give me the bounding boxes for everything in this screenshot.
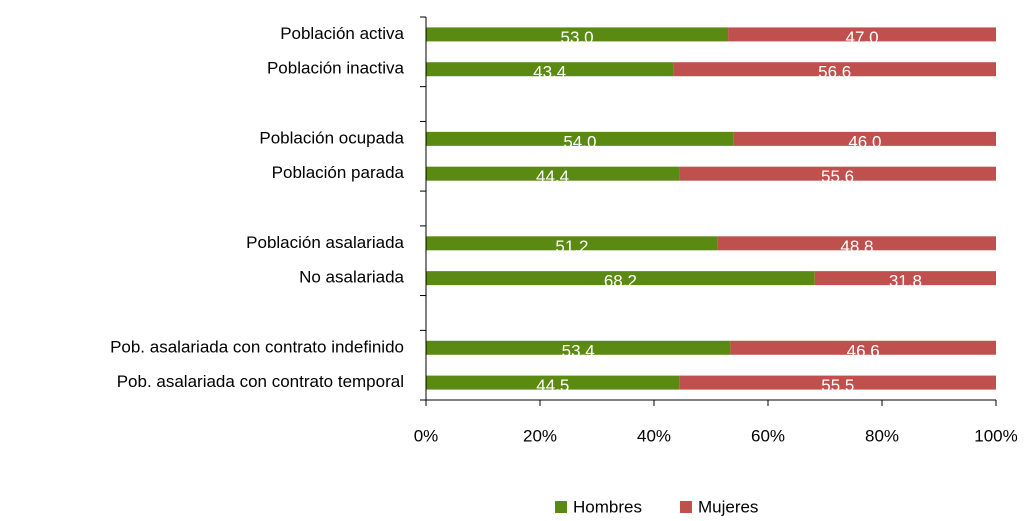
bar-segment bbox=[717, 236, 996, 251]
bar-segment bbox=[426, 27, 729, 42]
category-label: Población ocupada bbox=[259, 128, 404, 147]
data-label: 56.6 bbox=[818, 63, 851, 82]
data-label: 55.6 bbox=[821, 167, 854, 186]
bar-segment bbox=[426, 271, 815, 286]
category-label: Población parada bbox=[272, 163, 405, 182]
legend-swatch bbox=[679, 501, 692, 513]
bar-segment bbox=[673, 62, 996, 77]
bar-segment bbox=[426, 166, 680, 181]
data-label: 55.5 bbox=[821, 376, 854, 395]
x-tick-label: 20% bbox=[523, 426, 557, 445]
category-label: Población activa bbox=[280, 24, 404, 43]
bar-segment bbox=[728, 27, 996, 42]
data-label: 68.2 bbox=[604, 272, 637, 291]
category-label: Pob. asalariada con contrato indefinido bbox=[110, 337, 404, 356]
x-tick-label: 100% bbox=[974, 426, 1017, 445]
legend-swatch bbox=[555, 501, 567, 513]
data-label: 44.4 bbox=[536, 167, 569, 186]
bar-segment bbox=[426, 131, 734, 146]
data-label: 46.0 bbox=[848, 132, 881, 151]
bar-segment bbox=[426, 375, 680, 390]
x-tick-label: 60% bbox=[751, 426, 785, 445]
data-label: 53.0 bbox=[561, 28, 594, 47]
data-label: 47.0 bbox=[846, 28, 879, 47]
bar-segment bbox=[814, 271, 996, 286]
category-label: Pob. asalariada con contrato temporal bbox=[117, 372, 404, 391]
data-label: 48.8 bbox=[840, 237, 873, 256]
data-label: 46.6 bbox=[847, 341, 880, 360]
bar-segment bbox=[426, 340, 731, 355]
bar-segment bbox=[426, 62, 674, 77]
bar-segment bbox=[733, 131, 996, 146]
category-label: Población asalariada bbox=[246, 233, 404, 252]
legend-label: Hombres bbox=[573, 497, 642, 516]
data-label: 43.4 bbox=[533, 63, 566, 82]
category-label: Población inactiva bbox=[267, 59, 405, 78]
x-tick-label: 80% bbox=[865, 426, 899, 445]
x-tick-label: 0% bbox=[414, 426, 439, 445]
bar-segment bbox=[679, 166, 996, 181]
data-label: 53.4 bbox=[562, 341, 595, 360]
data-label: 54.0 bbox=[563, 132, 596, 151]
x-tick-label: 40% bbox=[637, 426, 671, 445]
data-label: 31.8 bbox=[889, 272, 922, 291]
legend-label: Mujeres bbox=[698, 497, 758, 516]
bar-segment bbox=[679, 375, 996, 390]
bar-segment bbox=[730, 340, 996, 355]
bar-segment bbox=[426, 236, 718, 251]
data-label: 51.2 bbox=[555, 237, 588, 256]
data-label: 44.5 bbox=[536, 376, 569, 395]
category-label: No asalariada bbox=[299, 268, 404, 287]
